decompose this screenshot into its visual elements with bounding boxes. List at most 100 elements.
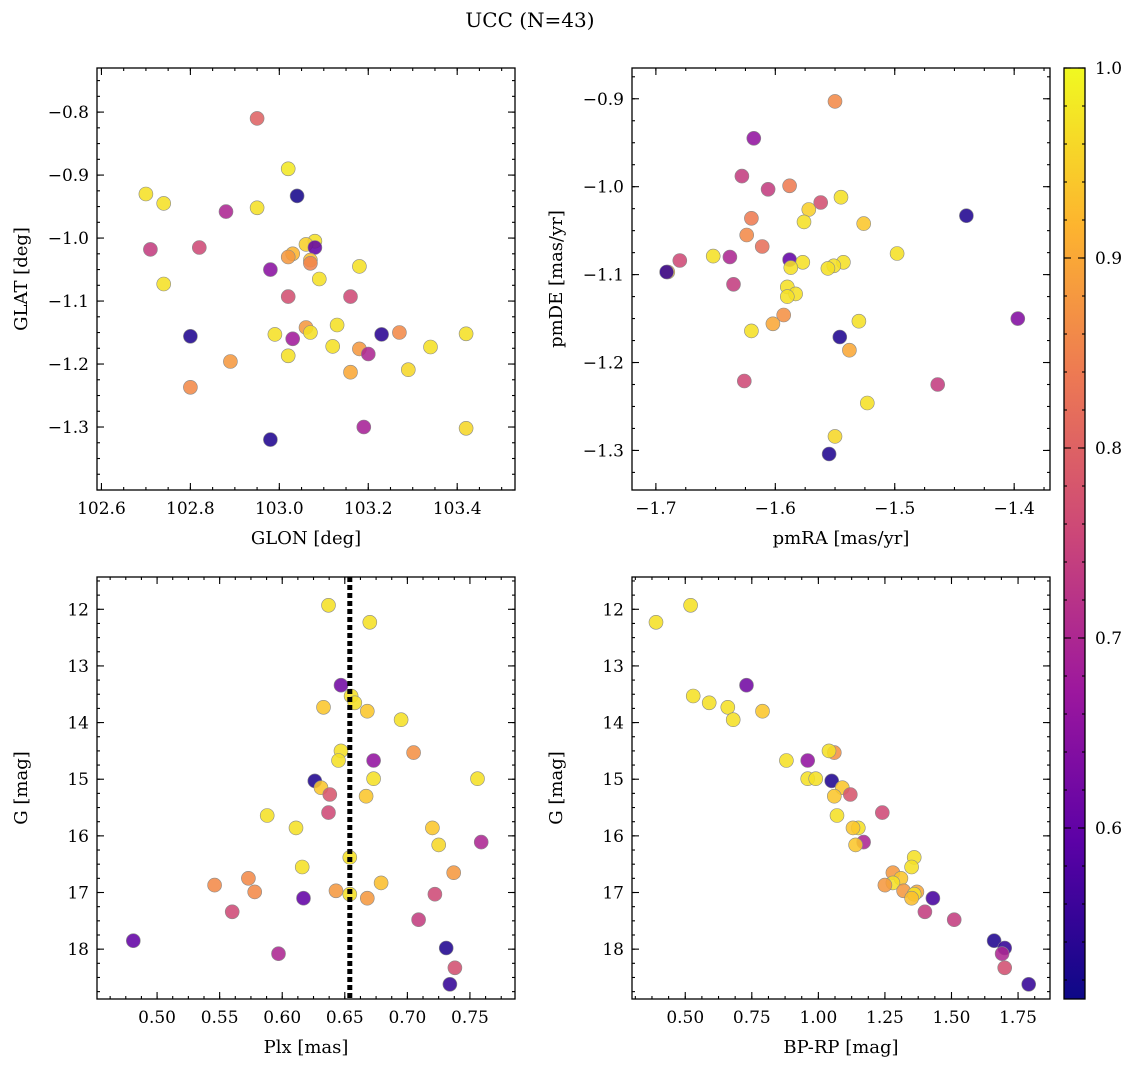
data-point	[744, 211, 759, 226]
y-tick-label: 18	[67, 940, 89, 960]
data-point	[192, 240, 207, 255]
data-point	[447, 960, 463, 976]
y-tick-label: −1.0	[583, 178, 624, 198]
data-point	[427, 886, 443, 902]
data-point	[842, 787, 858, 802]
data-point	[648, 614, 664, 630]
data-point	[425, 820, 440, 836]
data-point	[734, 168, 750, 184]
x-tick-label: −1.5	[874, 499, 915, 519]
scatter-panel-1: 102.6 102.8 103.0 103.2 103.4 −0.8 −0.9 −1.0 −1.…	[11, 67, 516, 549]
data-point	[366, 753, 381, 768]
data-point	[322, 787, 338, 802]
data-point	[833, 189, 849, 205]
y-tick-label: 12	[67, 600, 89, 620]
colorbar-tick-label: 1.0	[1095, 59, 1122, 79]
data-point	[321, 805, 336, 820]
data-point	[930, 377, 946, 392]
data-point	[827, 429, 843, 444]
data-point	[352, 259, 367, 274]
data-point	[725, 712, 741, 728]
x-tick-label: −1.7	[635, 499, 676, 519]
x-tick-label: 1.50	[933, 1008, 971, 1028]
y-tick-label: −1.2	[48, 355, 89, 375]
data-point	[739, 677, 754, 693]
data-point	[683, 597, 698, 613]
data-point	[856, 216, 872, 231]
data-point	[744, 323, 759, 339]
x-tick-label: 1.25	[866, 1008, 904, 1028]
y-tick-label: −1.1	[48, 292, 89, 312]
data-point	[362, 614, 378, 630]
x-tick-label: −1.4	[994, 499, 1035, 519]
data-point	[859, 395, 875, 411]
data-point	[360, 346, 376, 362]
data-point	[946, 912, 962, 928]
data-point	[672, 253, 688, 268]
data-point	[442, 976, 458, 992]
data-point	[1010, 311, 1026, 326]
colorbar-tick-label: 0.7	[1095, 629, 1122, 649]
data-point	[994, 946, 1010, 962]
data-point	[800, 753, 816, 768]
data-point	[316, 699, 331, 715]
axes-frame	[631, 67, 1051, 491]
data-point	[746, 131, 762, 146]
data-point	[423, 339, 438, 355]
y-tick-label: 16	[602, 827, 624, 847]
y-tick-label: 13	[602, 657, 624, 677]
data-point	[247, 884, 262, 900]
axes-frame	[96, 576, 516, 1000]
data-point	[845, 820, 861, 836]
data-point	[808, 771, 824, 787]
data-point	[359, 890, 375, 906]
data-point	[739, 227, 755, 243]
data-point	[400, 362, 416, 378]
data-point	[321, 597, 336, 613]
x-tick-label: 0.75	[451, 1008, 489, 1028]
x-axis-label: Plx [mas]	[264, 1037, 349, 1058]
data-point	[294, 859, 310, 875]
data-point	[285, 331, 301, 347]
x-tick-label: 0.50	[138, 1008, 176, 1028]
x-tick-label: 1.00	[799, 1008, 837, 1028]
data-point	[288, 820, 304, 836]
x-tick-label: 0.50	[666, 1008, 704, 1028]
x-tick-label: 0.55	[201, 1008, 239, 1028]
data-point	[813, 195, 829, 210]
data-point	[722, 249, 738, 265]
data-point	[328, 883, 344, 899]
data-point	[366, 771, 381, 787]
data-point	[333, 677, 349, 693]
data-point	[889, 246, 905, 261]
data-point	[1021, 976, 1036, 992]
data-point	[917, 904, 933, 920]
colorbar: 0.6 0.7 0.8 0.9 1.0	[1063, 59, 1122, 1000]
data-point	[720, 699, 736, 715]
x-axis-label: BP-RP [mag]	[783, 1037, 898, 1058]
figure-title: UCC (N=43)	[465, 8, 594, 32]
data-point	[183, 328, 198, 344]
data-point	[997, 960, 1013, 976]
data-point	[311, 271, 327, 287]
x-axis-label: GLON [deg]	[251, 528, 361, 549]
data-point	[263, 262, 278, 277]
x-axis-label: pmRA [mas/yr]	[773, 528, 910, 549]
y-tick-label: 12	[602, 600, 624, 620]
data-point	[874, 805, 890, 820]
data-point	[406, 745, 421, 760]
y-tick-label: −1.0	[48, 229, 89, 249]
x-tick-label: 103.4	[433, 499, 482, 519]
data-point	[224, 904, 240, 920]
x-tick-label: 0.70	[388, 1008, 426, 1028]
data-point	[280, 161, 296, 177]
data-point	[183, 379, 198, 395]
data-point	[754, 239, 770, 254]
data-point	[473, 834, 489, 850]
colorbar-tick-label: 0.6	[1095, 819, 1122, 839]
data-point	[779, 753, 794, 768]
data-point	[289, 188, 305, 204]
data-point	[280, 289, 296, 304]
y-tick-label: 16	[67, 827, 89, 847]
